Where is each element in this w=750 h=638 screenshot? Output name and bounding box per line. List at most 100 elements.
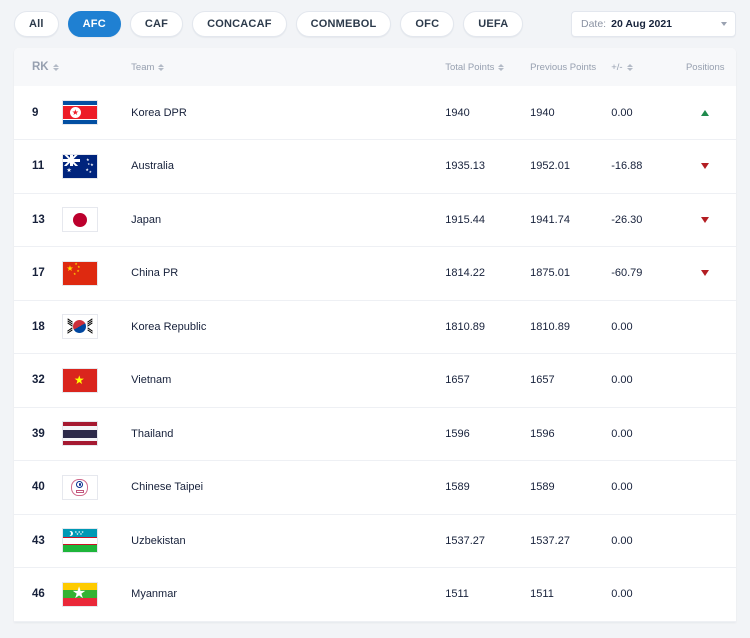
- cell-change: 0.00: [611, 427, 633, 440]
- date-select[interactable]: Date: 20 Aug 2021: [571, 11, 736, 37]
- cell-team[interactable]: Chinese Taipei: [131, 461, 445, 515]
- cell-rank: 32: [32, 374, 45, 387]
- confederation-filter-uefa[interactable]: UEFA: [463, 11, 524, 37]
- column-header-team[interactable]: Team: [131, 48, 446, 86]
- cell-total-points: 1814.22: [445, 267, 485, 280]
- team-name: Vietnam: [131, 374, 172, 387]
- sort-icon[interactable]: [626, 63, 633, 71]
- team-name: Australia: [131, 160, 174, 173]
- cell-team[interactable]: Australia: [131, 140, 445, 194]
- table-row[interactable]: 32 ★ Vietnam 1657 1657 0.00: [14, 353, 736, 408]
- position-down-icon: [701, 270, 710, 277]
- sort-icon[interactable]: [498, 63, 505, 71]
- table-row[interactable]: 40 Chinese Taipei 1589 1589 0.00: [14, 460, 736, 515]
- flag-icon-prk: ★: [61, 100, 98, 125]
- team-name: Thailand: [131, 427, 174, 440]
- cell-total-points: 1537.27: [445, 534, 485, 547]
- cell-flag: ★: [61, 354, 131, 408]
- cell-previous-points: 1537.27: [530, 534, 570, 547]
- confederation-filter-all[interactable]: All: [14, 11, 59, 37]
- column-header-flag: [61, 48, 132, 86]
- cell-previous-points: 1941.74: [530, 213, 570, 226]
- confederation-filter-concacaf[interactable]: CONCACAF: [192, 11, 287, 37]
- column-header-total-points[interactable]: Total Points: [445, 48, 531, 86]
- cell-flag: ★: [61, 86, 131, 140]
- flag-icon-aus: ★ ★ ★ ★ ★ ★: [61, 153, 98, 179]
- ranking-table: RK Team Total Points: [14, 48, 736, 622]
- cell-previous-points: 1657: [530, 374, 555, 387]
- sort-icon[interactable]: [52, 63, 59, 71]
- cell-position: [674, 140, 736, 194]
- cell-rank: 11: [32, 160, 45, 173]
- cell-total-points: 1596: [445, 427, 470, 440]
- cell-rank: 46: [32, 588, 45, 601]
- column-header-total-points-label: Total Points: [445, 61, 495, 73]
- sort-icon[interactable]: [158, 63, 165, 71]
- cell-position: [674, 354, 736, 408]
- table-row[interactable]: 39 Thailand 1596 1596 0.00: [14, 407, 736, 461]
- cell-rank: 40: [32, 481, 45, 494]
- flag-icon-tha: [61, 421, 98, 447]
- column-header-rk-label: RK: [32, 61, 49, 73]
- cell-previous-points: 1810.89: [530, 320, 570, 333]
- ranking-table-card: RK Team Total Points: [14, 48, 736, 622]
- cell-previous-points: 1952.01: [530, 160, 570, 173]
- cell-team[interactable]: China PR: [131, 247, 445, 301]
- cell-change: 0.00: [611, 106, 633, 119]
- column-header-team-label: Team: [131, 61, 155, 73]
- cell-change: 0.00: [611, 588, 633, 601]
- cell-team[interactable]: Vietnam: [131, 354, 445, 408]
- cell-change: 0.00: [611, 534, 633, 547]
- cell-position: [674, 300, 736, 354]
- flag-icon-tpe: [61, 474, 98, 500]
- team-name: Korea DPR: [131, 106, 187, 119]
- position-down-icon: [701, 163, 710, 170]
- cell-team[interactable]: Uzbekistan: [131, 514, 445, 568]
- confederation-filter-afc[interactable]: AFC: [67, 11, 121, 37]
- cell-rank: 18: [32, 320, 45, 333]
- confederation-filter-group: All AFC CAF CONCACAF CONMEBOL OFC UEFA: [14, 11, 524, 37]
- cell-total-points: 1511: [445, 588, 469, 601]
- confederation-filter-conmebol[interactable]: CONMEBOL: [295, 11, 392, 37]
- table-row[interactable]: 43 ★ ★ ★ ★ ★ Uzbekistan 1537.27 1537.27 0.00: [14, 514, 736, 568]
- table-row[interactable]: 18 Korea Republic 1810.89 1810.89 0.00: [14, 300, 736, 354]
- table-row[interactable]: 11 ★ ★ ★ ★ ★ ★ Australia 1935.13 1952.01 -16.88: [14, 139, 736, 194]
- confederation-filter-ofc[interactable]: OFC: [400, 11, 455, 37]
- cell-position: [674, 193, 736, 247]
- flag-icon-jpn: [61, 207, 98, 233]
- cell-flag: [61, 461, 131, 515]
- cell-team[interactable]: Myanmar: [131, 568, 445, 622]
- cell-previous-points: 1589: [530, 481, 555, 494]
- team-name: Uzbekistan: [131, 534, 186, 547]
- cell-total-points: 1810.89: [445, 320, 485, 333]
- cell-total-points: 1589: [445, 481, 470, 494]
- confederation-filter-caf[interactable]: CAF: [129, 11, 184, 37]
- column-header-rk[interactable]: RK: [14, 48, 62, 86]
- cell-change: -60.79: [611, 267, 643, 280]
- cell-team[interactable]: Japan: [131, 193, 445, 247]
- date-select-label: Date:: [581, 18, 607, 30]
- cell-change: 0.00: [611, 374, 633, 387]
- cell-position: [674, 86, 736, 140]
- team-name: Korea Republic: [131, 320, 207, 333]
- table-row[interactable]: 46 ★ Myanmar 1511 1511 0.00: [14, 567, 736, 622]
- cell-previous-points: 1596: [530, 427, 555, 440]
- chevron-down-icon: [721, 22, 727, 26]
- column-header-change[interactable]: +/-: [611, 48, 675, 86]
- cell-position: [674, 247, 736, 301]
- cell-team[interactable]: Korea DPR: [131, 86, 445, 140]
- team-name: Japan: [131, 213, 162, 226]
- cell-flag: ★: [61, 568, 131, 622]
- table-row[interactable]: 13 Japan 1915.44 1941.74 -26.30: [14, 193, 736, 247]
- table-header: RK Team Total Points: [14, 48, 736, 86]
- filter-toolbar: All AFC CAF CONCACAF CONMEBOL OFC UEFA Date: 2…: [0, 0, 750, 48]
- date-select-value: 20 Aug 2021: [611, 18, 673, 30]
- table-row[interactable]: 17 ★ ★ ★ ★ ★ China PR 1814.22 1875.01 -60.79: [14, 246, 736, 301]
- cell-team[interactable]: Korea Republic: [131, 300, 445, 354]
- cell-rank: 13: [32, 213, 45, 226]
- table-row[interactable]: 9 ★ Korea DPR 1940 1940 0.00: [14, 86, 736, 140]
- cell-team[interactable]: Thailand: [131, 407, 445, 461]
- column-header-positions-label: Positions: [685, 61, 725, 73]
- team-name: China PR: [131, 267, 179, 280]
- flag-icon-mmr: ★: [61, 581, 98, 607]
